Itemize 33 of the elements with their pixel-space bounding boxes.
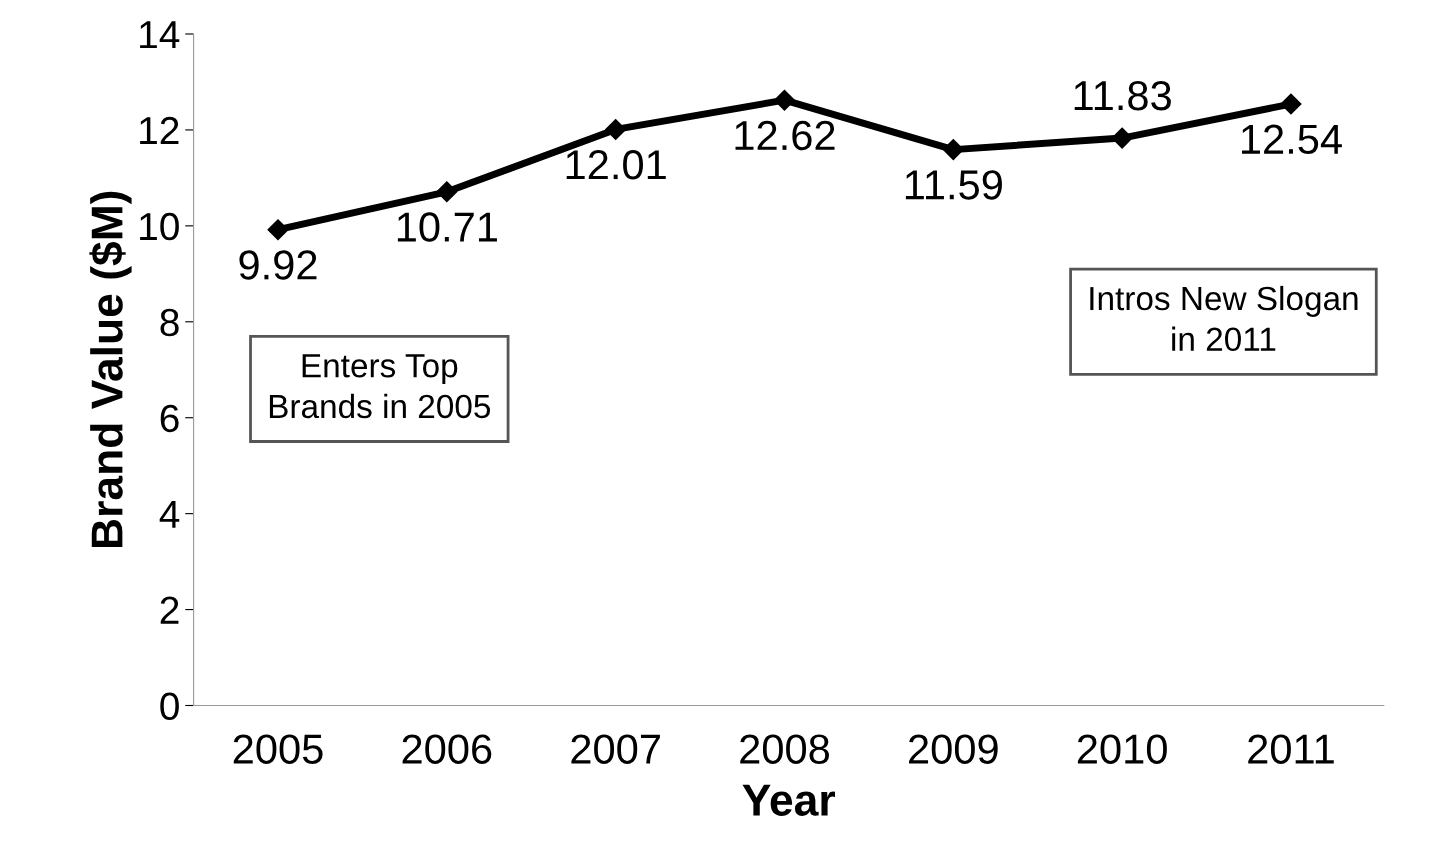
point	[773, 89, 795, 111]
x-tick-label: 2010	[1077, 734, 1167, 764]
data-label: 12.01	[566, 149, 666, 180]
y-tick-label: 14	[140, 21, 180, 49]
point	[436, 181, 458, 203]
point	[267, 219, 289, 241]
point	[1111, 127, 1133, 149]
y-tick-label: 12	[140, 116, 179, 145]
y-tick-label: 4	[159, 500, 180, 528]
x-tick-label: 2011	[1248, 734, 1334, 764]
data-label: 11.83	[1074, 80, 1171, 111]
data-label: 10.71	[397, 212, 497, 242]
data-label: 12.54	[1242, 124, 1342, 155]
y-tick-label: 8	[160, 308, 179, 337]
y-tick-label: 10	[140, 212, 179, 241]
x-tick-label: 2005	[233, 734, 323, 764]
annotation: Intros New Slogan in 2011	[1090, 285, 1358, 352]
data-label: 9.92	[239, 250, 317, 280]
x-axis-title: Year	[742, 784, 835, 816]
point	[942, 139, 964, 161]
data-label: 11.59	[905, 170, 1002, 200]
annotation: Enters Top Brands in 2005	[269, 354, 491, 419]
x-tick-label: 2006	[402, 734, 492, 764]
x-tick-label: 2008	[740, 734, 830, 764]
point	[605, 118, 627, 140]
y-tick-label: 0	[160, 692, 179, 720]
y-axis-title: Brand Value ($M)	[89, 191, 132, 548]
x-tick-label: 2009	[909, 734, 998, 764]
y-tick-label: 6	[160, 404, 179, 433]
data-label: 12.62	[735, 120, 835, 151]
y-tick-label: 2	[160, 596, 179, 624]
x-tick-label: 2007	[571, 734, 660, 764]
point	[1280, 93, 1302, 115]
